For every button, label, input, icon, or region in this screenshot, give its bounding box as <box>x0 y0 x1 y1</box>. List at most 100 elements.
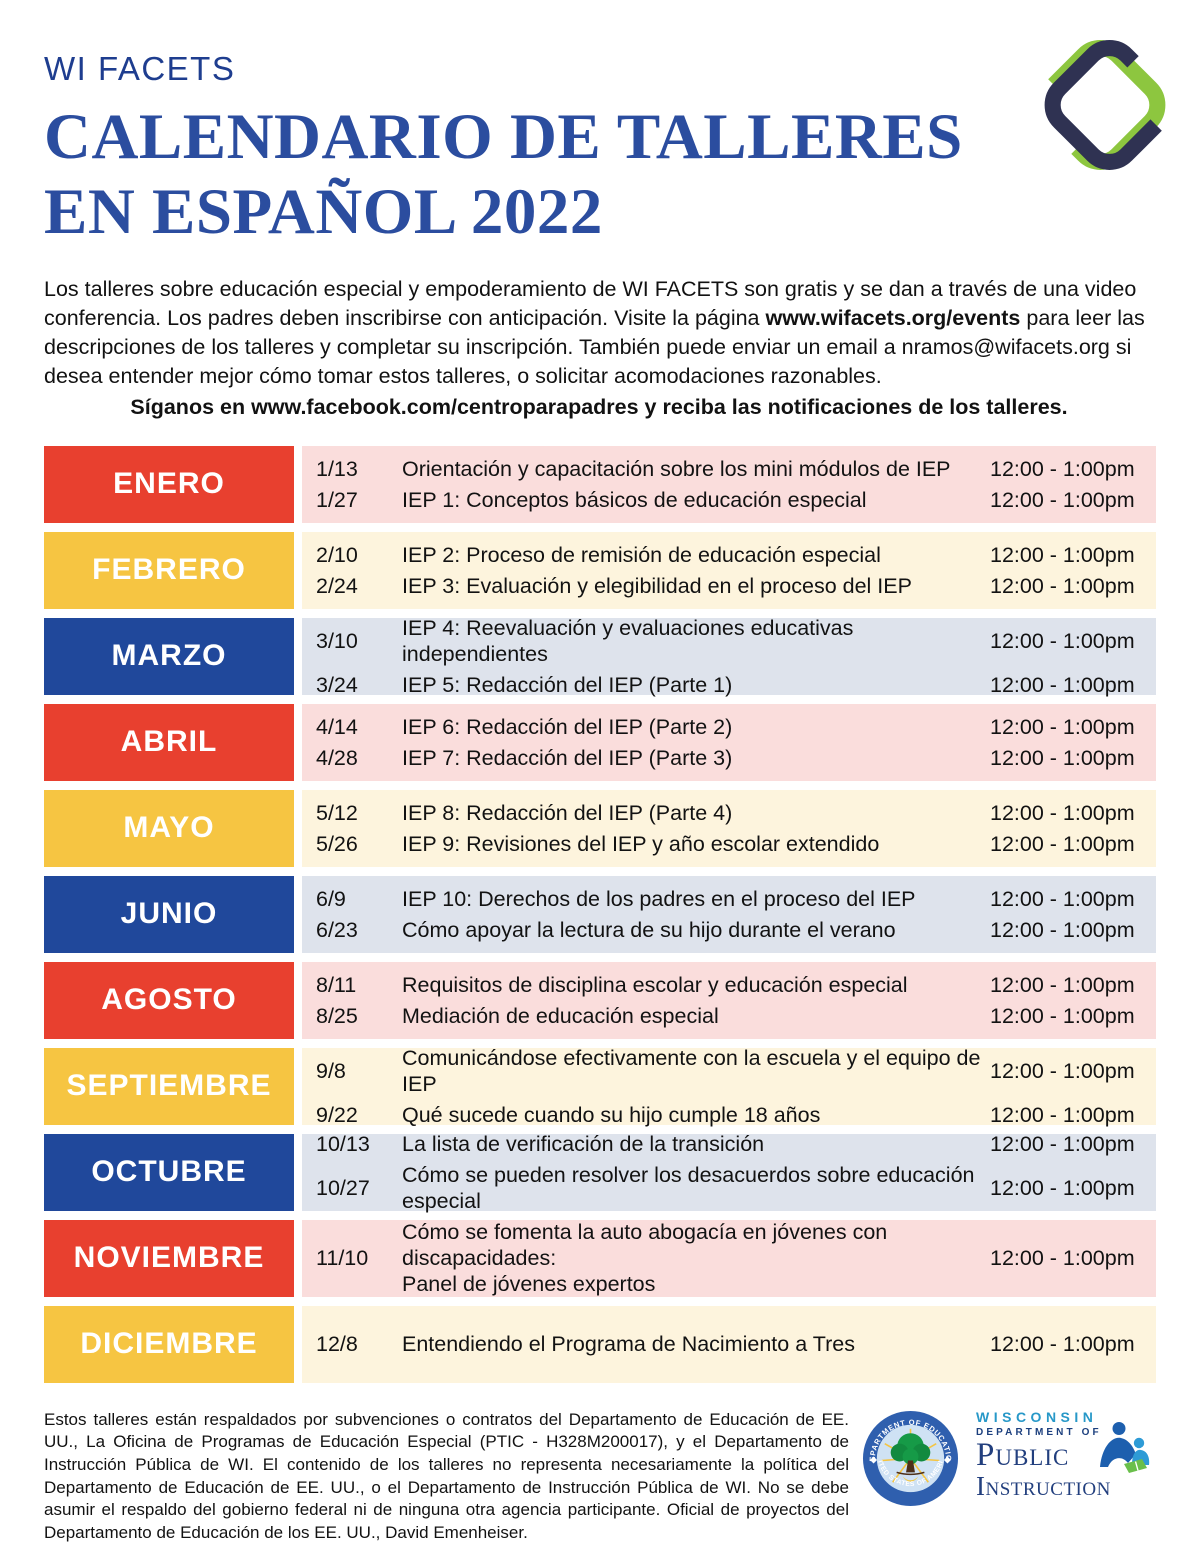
workshop-title: IEP 8: Redacción del IEP (Parte 4) <box>402 800 733 825</box>
workshop-date: 6/9 <box>316 886 346 911</box>
month-label: MARZO <box>44 617 294 695</box>
workshop-time: 12:00 - 1:00pm <box>990 886 1135 911</box>
month-label: MAYO <box>44 789 294 867</box>
month-events: 4/14 IEP 6: Redacción del IEP (Parte 2) 12… <box>302 703 1156 781</box>
month-label: OCTUBRE <box>44 1133 294 1211</box>
workshop-entry: 2/10 IEP 2: Proceso de remisión de educac… <box>316 542 1156 568</box>
month-events: 10/13 La lista de verificación de la tran… <box>302 1131 1156 1214</box>
month-row: MAYO 5/12 IEP 8: Redacción del IEP (Parte… <box>44 789 1156 867</box>
workshop-title: IEP 4: Reevaluación y evaluaciones educa… <box>402 615 854 666</box>
month-row: NOVIEMBRE 11/10 Cómo se fomenta la auto a… <box>44 1219 1156 1298</box>
workshop-entry: 10/27 Cómo se pueden resolver los desacue… <box>316 1162 1156 1214</box>
month-row: MARZO 3/10 IEP 4: Reevaluación y evaluaci… <box>44 615 1156 697</box>
workshop-time: 12:00 - 1:00pm <box>990 1246 1135 1271</box>
intro-text-1: Los talleres sobre educación especial y … <box>44 276 1137 330</box>
workshop-time: 12:00 - 1:00pm <box>990 1102 1135 1127</box>
workshop-entry: 6/9 IEP 10: Derechos de los padres en el … <box>316 886 1156 912</box>
workshop-time: 12:00 - 1:00pm <box>990 542 1135 567</box>
workshop-title: IEP 6: Redacción del IEP (Parte 2) <box>402 714 733 739</box>
workshop-time: 12:00 - 1:00pm <box>990 1175 1135 1200</box>
wisconsin-dpi-logo: WISCONSIN DEPARTMENT OF Public Instructi… <box>976 1409 1156 1509</box>
workshop-title: IEP 9: Revisiones del IEP y año escolar … <box>402 831 880 856</box>
dpi-instruction-text: Instruction <box>976 1470 1111 1501</box>
workshop-date: 1/27 <box>316 487 358 512</box>
dpi-public-text: Public <box>976 1436 1070 1473</box>
workshop-entry: 6/23 Cómo apoyar la lectura de su hijo du… <box>316 917 1156 943</box>
workshop-title: Cómo apoyar la lectura de su hijo durant… <box>402 917 896 942</box>
workshop-entry: 8/25 Mediación de educación especial 12:00… <box>316 1003 1156 1029</box>
workshop-date: 5/26 <box>316 831 358 856</box>
month-row: AGOSTO 8/11 Requisitos de disciplina esco… <box>44 961 1156 1039</box>
month-label: ENERO <box>44 445 294 523</box>
title-line-1: CALENDARIO DE TALLERES <box>44 101 963 173</box>
workshop-date: 4/14 <box>316 714 358 739</box>
workshop-time: 12:00 - 1:00pm <box>990 1131 1135 1156</box>
workshop-entry: 5/12 IEP 8: Redacción del IEP (Parte 4) 12… <box>316 800 1156 826</box>
workshop-time: 12:00 - 1:00pm <box>990 672 1135 697</box>
title-line-2: EN ESPAÑOL 2022 <box>44 176 603 249</box>
month-events: 12/8 Entendiendo el Programa de Nacimient… <box>302 1305 1156 1383</box>
workshop-date: 4/28 <box>316 745 358 770</box>
month-row: DICIEMBRE 12/8 Entendiendo el Programa de… <box>44 1305 1156 1383</box>
workshop-time: 12:00 - 1:00pm <box>990 972 1135 997</box>
workshop-entry: 11/10 Cómo se fomenta la auto abogacía en… <box>316 1219 1156 1298</box>
month-events: 5/12 IEP 8: Redacción del IEP (Parte 4) 12… <box>302 789 1156 867</box>
month-events: 8/11 Requisitos de disciplina escolar y e… <box>302 961 1156 1039</box>
workshop-entry: 10/13 La lista de verificación de la tran… <box>316 1131 1156 1157</box>
month-events: 6/9 IEP 10: Derechos de los padres en el … <box>302 875 1156 953</box>
workshop-date: 2/24 <box>316 573 358 598</box>
us-department-of-education-seal-icon: DEPARTMENT OF EDUCATION UNITED STATES OF… <box>858 1402 960 1513</box>
month-row: OCTUBRE 10/13 La lista de verificación de… <box>44 1131 1156 1214</box>
workshop-date: 9/8 <box>316 1058 346 1083</box>
facebook-follow-line: Síganos en www.facebook.com/centroparapa… <box>130 394 1068 419</box>
workshop-time: 12:00 - 1:00pm <box>990 487 1135 512</box>
workshop-entry: 4/14 IEP 6: Redacción del IEP (Parte 2) 12… <box>316 714 1156 740</box>
workshop-entry: 1/27 IEP 1: Conceptos básicos de educació… <box>316 487 1156 513</box>
workshop-entry: 9/8 Comunicándose efectivamente con la es… <box>316 1045 1156 1097</box>
workshop-date: 1/13 <box>316 456 358 481</box>
workshop-title: Cómo se pueden resolver los desacuerdos … <box>402 1162 975 1213</box>
workshop-date: 2/10 <box>316 542 358 567</box>
calendar: ENERO 1/13 Orientación y capacitación sob… <box>44 445 1156 1383</box>
workshop-title: Requisitos de disciplina escolar y educa… <box>402 972 908 997</box>
disclaimer-text: Estos talleres están respaldados por sub… <box>44 1409 849 1542</box>
workshop-entry: 1/13 Orientación y capacitación sobre los… <box>316 456 1156 482</box>
month-label: SEPTIEMBRE <box>44 1047 294 1125</box>
workshop-title: IEP 2: Proceso de remisión de educación … <box>402 542 881 567</box>
workshop-entry: 12/8 Entendiendo el Programa de Nacimient… <box>316 1331 1156 1357</box>
workshop-date: 8/25 <box>316 1003 358 1028</box>
workshop-entry: 3/10 IEP 4: Reevaluación y evaluaciones e… <box>316 615 1156 667</box>
workshop-date: 12/8 <box>316 1332 358 1357</box>
dpi-reader-figures-icon <box>1094 1421 1156 1482</box>
workshop-title: La lista de verificación de la transició… <box>402 1131 765 1156</box>
workshop-date: 3/10 <box>316 628 358 653</box>
workshop-entry: 8/11 Requisitos de disciplina escolar y e… <box>316 972 1156 998</box>
workshop-date: 6/23 <box>316 917 358 942</box>
workshop-title: Orientación y capacitación sobre los min… <box>402 456 951 481</box>
workshop-title: Entendiendo el Programa de Nacimiento a … <box>402 1332 855 1357</box>
workshop-time: 12:00 - 1:00pm <box>990 800 1135 825</box>
workshop-title: IEP 3: Evaluación y elegibilidad en el p… <box>402 573 912 598</box>
org-name: WI FACETS <box>44 50 236 87</box>
dpi-wisconsin-text: WISCONSIN <box>976 1408 1098 1425</box>
workshop-entry: 9/22 Qué sucede cuando su hijo cumple 18 … <box>316 1102 1156 1128</box>
month-label: JUNIO <box>44 875 294 953</box>
intro-paragraph: Los talleres sobre educación especial y … <box>44 275 1156 391</box>
workshop-time: 12:00 - 1:00pm <box>990 714 1135 739</box>
month-events: 3/10 IEP 4: Reevaluación y evaluaciones e… <box>302 615 1156 697</box>
workshop-date: 11/10 <box>316 1246 369 1271</box>
workshop-title: Qué sucede cuando su hijo cumple 18 años <box>402 1102 821 1127</box>
month-row: SEPTIEMBRE 9/8 Comunicándose efectivament… <box>44 1045 1156 1128</box>
month-row: JUNIO 6/9 IEP 10: Derechos de los padres … <box>44 875 1156 953</box>
month-label: AGOSTO <box>44 961 294 1039</box>
month-events: 1/13 Orientación y capacitación sobre los… <box>302 445 1156 523</box>
workshop-date: 8/11 <box>316 972 357 997</box>
month-events: 11/10 Cómo se fomenta la auto abogacía en… <box>302 1219 1156 1298</box>
footer: Estos talleres están respaldados por sub… <box>44 1402 1156 1545</box>
month-label: NOVIEMBRE <box>44 1219 294 1297</box>
workshop-title: IEP 7: Redacción del IEP (Parte 3) <box>402 745 733 770</box>
month-row: ABRIL 4/14 IEP 6: Redacción del IEP (Part… <box>44 703 1156 781</box>
workshop-entry: 2/24 IEP 3: Evaluación y elegibilidad en … <box>316 573 1156 599</box>
month-label: FEBRERO <box>44 531 294 609</box>
workshop-time: 12:00 - 1:00pm <box>990 745 1135 770</box>
